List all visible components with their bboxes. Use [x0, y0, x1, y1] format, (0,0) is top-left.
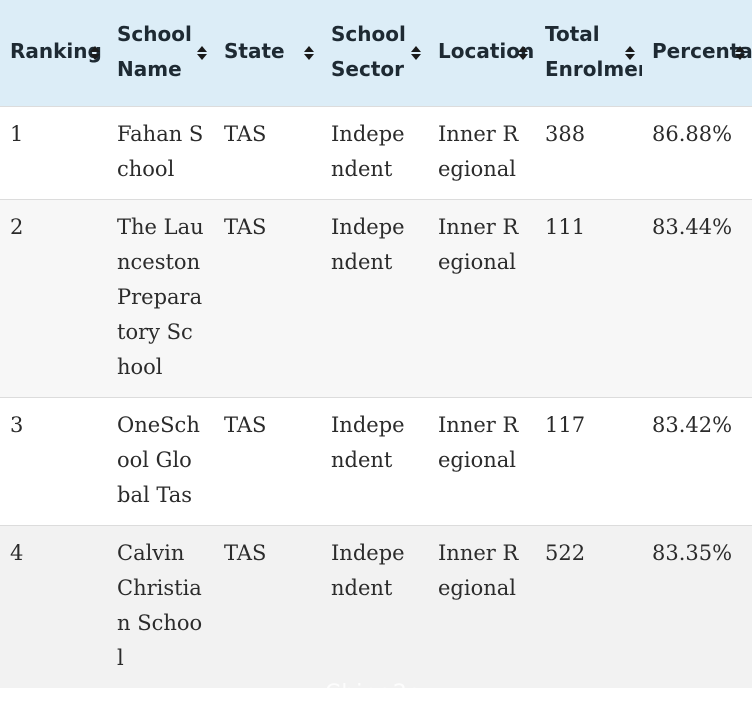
cell-school-sector: Independent: [331, 121, 405, 181]
cell-state: TAS: [224, 412, 267, 437]
cell-school-name: Calvin Christian School: [117, 540, 203, 670]
cell-school-sector: Independent: [331, 214, 405, 274]
header-ranking[interactable]: Ranking: [0, 0, 107, 106]
header-location[interactable]: Location: [428, 0, 535, 106]
cell-percentage: 86.88%: [652, 121, 733, 146]
cell-school-name: Fahan School: [117, 121, 204, 181]
sort-icon[interactable]: [625, 45, 635, 60]
cell-school-name: OneSchool Global Tas: [117, 412, 200, 507]
header-percentage[interactable]: Percentage: [642, 0, 752, 106]
header-school-sector[interactable]: School Sector: [321, 0, 428, 106]
header-label: School Name: [117, 21, 192, 81]
cell-percentage: 83.44%: [652, 214, 733, 239]
cell-ranking: 1: [10, 121, 24, 146]
table-row: 1 Fahan School TAS Independent Inner Reg…: [0, 106, 752, 199]
cell-percentage: 83.42%: [652, 412, 733, 437]
cell-state: TAS: [224, 121, 267, 146]
cell-ranking: 2: [10, 214, 24, 239]
cell-state: TAS: [224, 214, 267, 239]
cell-total-enrolment: 117: [545, 412, 586, 437]
header-total-enrolment[interactable]: Total Enrolment: [535, 0, 642, 106]
header-school-name[interactable]: School Name: [107, 0, 214, 106]
cell-state: TAS: [224, 540, 267, 565]
sort-icon[interactable]: [518, 45, 528, 60]
cell-location: Inner Regional: [438, 412, 519, 472]
cell-percentage: 83.35%: [652, 540, 733, 565]
cell-location: Inner Regional: [438, 214, 519, 274]
cell-total-enrolment: 388: [545, 121, 586, 146]
table-header-row: Ranking School Name State School Sector …: [0, 0, 752, 106]
cell-total-enrolment: 111: [545, 214, 586, 239]
cell-ranking: 4: [10, 540, 24, 565]
header-label: School Sector: [331, 21, 406, 81]
cell-ranking: 3: [10, 412, 24, 437]
ranking-table: Ranking School Name State School Sector …: [0, 0, 752, 688]
cell-school-sector: Independent: [331, 412, 405, 472]
cell-location: Inner Regional: [438, 121, 519, 181]
sort-icon[interactable]: [90, 45, 100, 60]
sort-icon[interactable]: [735, 45, 745, 60]
header-label: Percentage: [652, 39, 752, 64]
cell-location: Inner Regional: [438, 540, 519, 600]
header-label: Total Enrolment: [545, 21, 642, 81]
sort-icon[interactable]: [304, 45, 314, 60]
cell-total-enrolment: 522: [545, 540, 586, 565]
sort-icon[interactable]: [411, 45, 421, 60]
watermark: Chinа2au: [325, 681, 438, 706]
table-row: 4 Calvin Christian School TAS Independen…: [0, 525, 752, 688]
header-label: State: [224, 39, 285, 64]
cell-school-name: The Launceston Preparatory School: [117, 214, 204, 379]
header-label: Location: [438, 39, 535, 64]
header-label: Ranking: [10, 39, 102, 64]
cell-school-sector: Independent: [331, 540, 405, 600]
table-row: 3 OneSchool Global Tas TAS Independent I…: [0, 397, 752, 525]
table-row: 2 The Launceston Preparatory School TAS …: [0, 199, 752, 397]
sort-icon[interactable]: [197, 45, 207, 60]
header-state[interactable]: State: [214, 0, 321, 106]
